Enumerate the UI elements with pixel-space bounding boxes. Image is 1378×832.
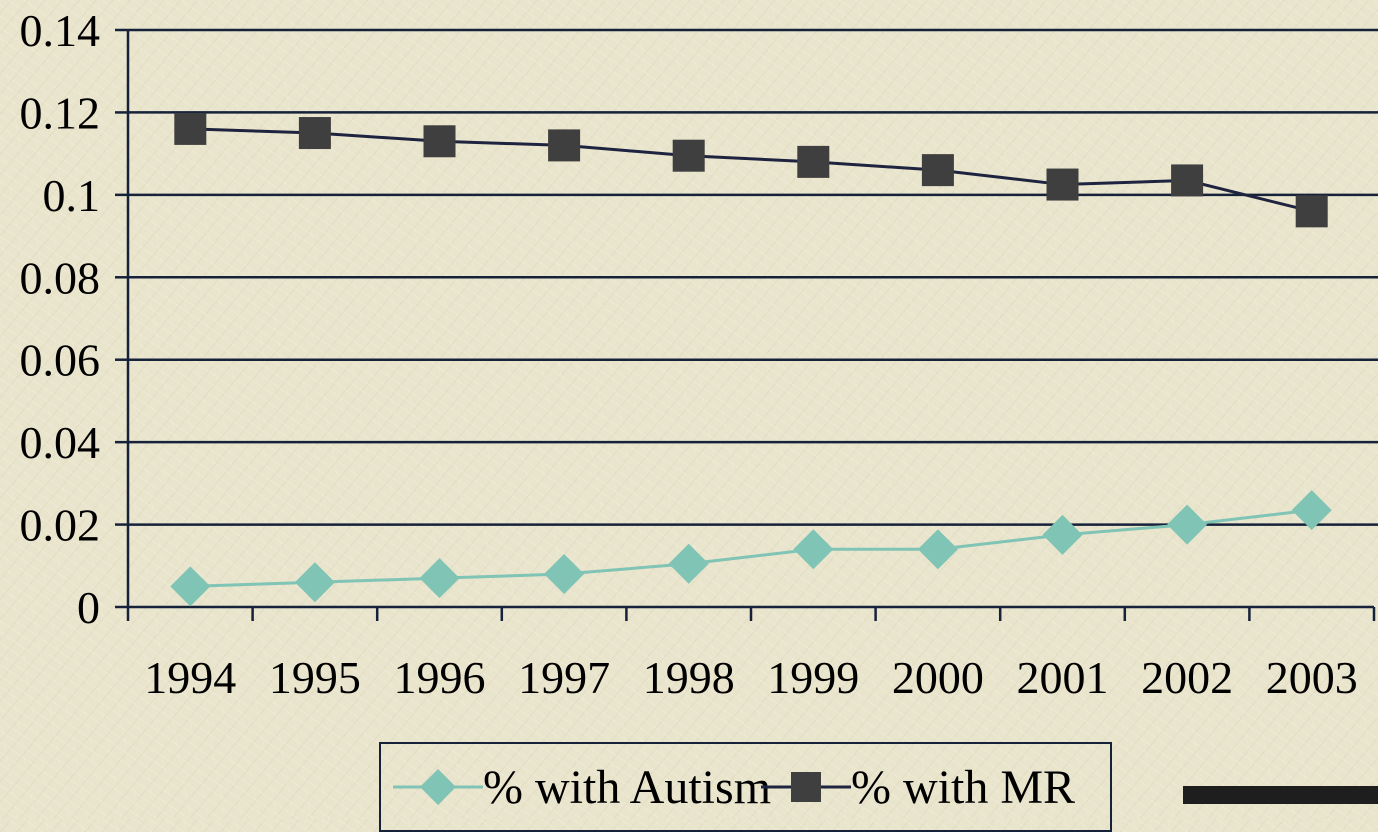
square-marker-icon [761, 772, 852, 802]
series-layer [170, 112, 1332, 607]
data-point [672, 139, 705, 172]
x-tick-label: 2000 [892, 652, 984, 703]
x-tick-label: 2003 [1266, 652, 1358, 703]
data-point [298, 117, 331, 150]
data-point [1291, 490, 1332, 531]
data-point [917, 529, 958, 570]
legend-label-autism: % with Autism [483, 760, 772, 814]
data-point [548, 129, 581, 162]
data-point [419, 558, 460, 599]
data-point [921, 154, 954, 187]
x-tick-label: 1996 [394, 652, 486, 703]
axes [115, 28, 1376, 621]
legend-item-mr: % with MR [761, 760, 1075, 815]
series-line [190, 127, 1313, 213]
legend-label-mr: % with MR [851, 760, 1076, 814]
x-tick-label: 1995 [269, 652, 361, 703]
data-point [423, 125, 456, 158]
data-point [793, 529, 834, 570]
x-tick-label: 2001 [1017, 652, 1109, 703]
y-tick-label: 0.12 [20, 87, 101, 138]
x-tick-label: 1997 [518, 652, 610, 703]
x-tick-label: 1999 [767, 652, 859, 703]
series-line [190, 508, 1312, 588]
y-tick-label: 0.1 [43, 170, 101, 221]
y-tick-label: 0.14 [20, 5, 101, 56]
decorative-bar [1183, 786, 1378, 804]
data-point [1167, 504, 1208, 545]
x-tick-label: 2002 [1141, 652, 1233, 703]
series-mr [174, 112, 1328, 228]
data-point [1046, 168, 1079, 201]
x-tick-label: 1994 [144, 652, 236, 703]
data-point [544, 554, 585, 595]
y-tick-label: 0.02 [20, 500, 101, 551]
data-point [797, 145, 830, 178]
data-point [1171, 164, 1204, 197]
gridlines [128, 28, 1378, 526]
data-point [170, 566, 211, 607]
data-point [294, 562, 335, 603]
data-point [174, 112, 207, 145]
data-point [1295, 195, 1328, 228]
x-tick-label: 1998 [643, 652, 735, 703]
y-tick-label: 0.08 [20, 252, 101, 303]
series-autism [170, 490, 1332, 607]
y-tick-label: 0.06 [20, 335, 101, 386]
data-point [1042, 514, 1083, 555]
data-point [668, 543, 709, 584]
y-tick-label: 0 [77, 582, 100, 633]
y-tick-label: 0.04 [20, 417, 101, 468]
legend-item-autism: % with Autism [393, 760, 771, 815]
diamond-marker-icon [393, 769, 483, 805]
tick-labels: 0 0.02 0.04 0.06 0.08 0.1 0.12 0.14 1994 1995 1996… [20, 5, 1358, 703]
